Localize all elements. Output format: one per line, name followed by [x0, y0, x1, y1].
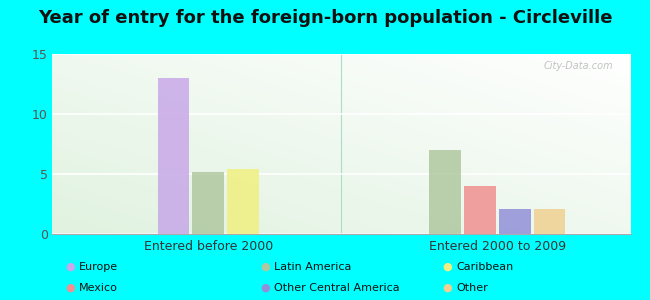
Bar: [157, 78, 189, 234]
Bar: [227, 169, 259, 234]
Text: ●: ●: [65, 283, 75, 293]
Text: City-Data.com: City-Data.com: [543, 61, 613, 71]
Bar: [499, 209, 530, 234]
Bar: [534, 209, 566, 234]
Text: Europe: Europe: [79, 262, 118, 272]
Text: Other Central America: Other Central America: [274, 283, 400, 293]
Bar: [192, 172, 224, 234]
Text: Year of entry for the foreign-born population - Circleville: Year of entry for the foreign-born popul…: [38, 9, 612, 27]
Bar: [430, 150, 462, 234]
Text: Latin America: Latin America: [274, 262, 352, 272]
Text: Other: Other: [456, 283, 488, 293]
Text: Caribbean: Caribbean: [456, 262, 514, 272]
Text: ●: ●: [442, 262, 452, 272]
Text: ●: ●: [442, 283, 452, 293]
Text: ●: ●: [65, 262, 75, 272]
Text: ●: ●: [260, 283, 270, 293]
Bar: [464, 186, 496, 234]
Text: ●: ●: [260, 262, 270, 272]
Text: Mexico: Mexico: [79, 283, 118, 293]
